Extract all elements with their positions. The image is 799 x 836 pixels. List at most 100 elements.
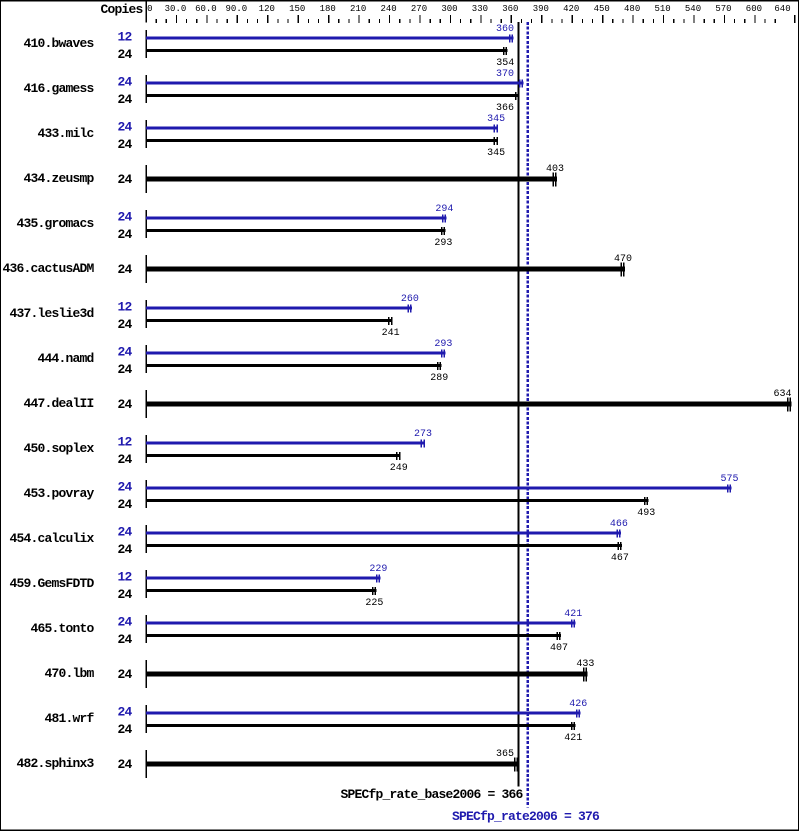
- svg-text:640: 640: [774, 4, 790, 14]
- svg-text:570: 570: [715, 4, 731, 14]
- svg-text:426: 426: [569, 699, 587, 710]
- svg-text:435.gromacs: 435.gromacs: [16, 216, 94, 231]
- svg-text:24: 24: [117, 74, 132, 89]
- svg-text:180: 180: [320, 4, 336, 14]
- svg-text:12: 12: [117, 29, 132, 44]
- svg-text:447.dealII: 447.dealII: [23, 396, 93, 411]
- svg-text:459.GemsFDTD: 459.GemsFDTD: [9, 576, 94, 591]
- svg-text:434.zeusmp: 434.zeusmp: [23, 171, 94, 186]
- svg-text:24: 24: [117, 227, 132, 242]
- svg-text:600: 600: [746, 4, 762, 14]
- svg-text:24: 24: [117, 362, 132, 377]
- svg-text:0: 0: [147, 4, 152, 14]
- svg-text:90.0: 90.0: [226, 4, 248, 14]
- svg-text:270: 270: [411, 4, 427, 14]
- svg-text:453.povray: 453.povray: [23, 486, 94, 501]
- svg-text:421: 421: [564, 733, 582, 744]
- svg-text:421: 421: [564, 609, 582, 620]
- svg-text:370: 370: [496, 69, 514, 80]
- svg-text:24: 24: [117, 524, 132, 539]
- svg-text:465.tonto: 465.tonto: [30, 621, 94, 636]
- svg-text:SPECfp_rate2006 = 376: SPECfp_rate2006 = 376: [452, 809, 600, 824]
- svg-text:416.gamess: 416.gamess: [23, 81, 94, 96]
- svg-text:466: 466: [610, 519, 628, 530]
- svg-text:493: 493: [637, 508, 655, 519]
- svg-text:24: 24: [117, 452, 132, 467]
- svg-text:293: 293: [434, 238, 452, 249]
- svg-text:433.milc: 433.milc: [37, 126, 94, 141]
- svg-text:454.calculix: 454.calculix: [9, 531, 94, 546]
- svg-text:24: 24: [117, 137, 132, 152]
- svg-text:120: 120: [259, 4, 275, 14]
- svg-text:24: 24: [117, 497, 132, 512]
- svg-text:241: 241: [382, 328, 400, 339]
- svg-text:470: 470: [614, 254, 632, 265]
- svg-text:510: 510: [654, 4, 670, 14]
- svg-text:407: 407: [550, 643, 568, 654]
- svg-text:24: 24: [117, 317, 132, 332]
- svg-text:410.bwaves: 410.bwaves: [23, 36, 94, 51]
- svg-text:24: 24: [117, 92, 132, 107]
- svg-text:24: 24: [117, 172, 132, 187]
- svg-text:24: 24: [117, 262, 132, 277]
- svg-text:24: 24: [117, 119, 132, 134]
- svg-text:436.cactusADM: 436.cactusADM: [2, 261, 94, 276]
- svg-text:210: 210: [350, 4, 366, 14]
- svg-text:467: 467: [611, 553, 629, 564]
- svg-text:12: 12: [117, 434, 132, 449]
- svg-text:24: 24: [117, 47, 132, 62]
- svg-text:450.soplex: 450.soplex: [23, 441, 94, 456]
- svg-text:294: 294: [435, 204, 453, 215]
- svg-text:12: 12: [117, 569, 132, 584]
- svg-text:366: 366: [496, 103, 514, 114]
- svg-text:229: 229: [369, 564, 387, 575]
- svg-text:12: 12: [117, 299, 132, 314]
- svg-text:260: 260: [401, 294, 419, 305]
- svg-text:24: 24: [117, 722, 132, 737]
- svg-text:293: 293: [434, 339, 452, 350]
- svg-text:450: 450: [594, 4, 610, 14]
- svg-text:273: 273: [414, 429, 432, 440]
- svg-text:24: 24: [117, 587, 132, 602]
- svg-text:Copies: Copies: [100, 2, 143, 17]
- svg-text:345: 345: [487, 148, 505, 159]
- svg-text:634: 634: [773, 389, 791, 400]
- svg-text:403: 403: [546, 164, 564, 175]
- svg-text:240: 240: [380, 4, 396, 14]
- svg-text:24: 24: [117, 632, 132, 647]
- svg-text:225: 225: [365, 598, 383, 609]
- svg-text:360: 360: [496, 24, 514, 35]
- svg-text:24: 24: [117, 667, 132, 682]
- svg-text:540: 540: [685, 4, 701, 14]
- svg-text:60.0: 60.0: [195, 4, 217, 14]
- svg-text:482.sphinx3: 482.sphinx3: [16, 756, 94, 771]
- svg-text:24: 24: [117, 614, 132, 629]
- svg-text:345: 345: [487, 114, 505, 125]
- svg-text:390: 390: [533, 4, 549, 14]
- svg-text:575: 575: [721, 474, 739, 485]
- svg-text:480: 480: [624, 4, 640, 14]
- svg-text:360: 360: [502, 4, 518, 14]
- svg-text:365: 365: [496, 749, 514, 760]
- svg-text:30.0: 30.0: [165, 4, 187, 14]
- svg-text:24: 24: [117, 397, 132, 412]
- svg-text:SPECfp_rate_base2006 = 366: SPECfp_rate_base2006 = 366: [340, 787, 523, 802]
- svg-text:249: 249: [390, 463, 408, 474]
- svg-text:24: 24: [117, 757, 132, 772]
- svg-text:420: 420: [563, 4, 579, 14]
- svg-text:444.namd: 444.namd: [37, 351, 93, 366]
- svg-text:24: 24: [117, 542, 132, 557]
- svg-text:470.lbm: 470.lbm: [44, 666, 94, 681]
- svg-text:330: 330: [472, 4, 488, 14]
- svg-text:24: 24: [117, 344, 132, 359]
- svg-text:300: 300: [441, 4, 457, 14]
- svg-text:24: 24: [117, 209, 132, 224]
- svg-text:481.wrf: 481.wrf: [44, 711, 94, 726]
- svg-text:150: 150: [289, 4, 305, 14]
- svg-text:354: 354: [496, 58, 514, 69]
- svg-text:24: 24: [117, 704, 132, 719]
- svg-text:433: 433: [576, 659, 594, 670]
- svg-text:437.leslie3d: 437.leslie3d: [9, 306, 93, 321]
- svg-text:289: 289: [430, 373, 448, 384]
- svg-text:24: 24: [117, 479, 132, 494]
